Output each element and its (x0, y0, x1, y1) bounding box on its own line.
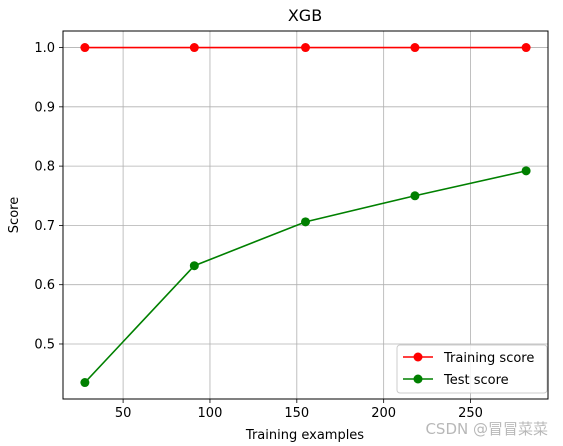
y-tick-label: 0.6 (34, 278, 55, 293)
legend-label-test: Test score (443, 373, 509, 388)
series-layer (80, 43, 531, 388)
data-point-training-score (410, 43, 420, 53)
legend-label-training: Training score (443, 351, 534, 366)
data-point-training-score (80, 43, 90, 53)
legend: Training score Test score (396, 344, 548, 394)
legend-box (396, 344, 548, 394)
data-point-training-score (301, 43, 310, 53)
plot-frame (62, 30, 549, 400)
x-tick-label: 50 (115, 406, 132, 421)
data-point-training-score (189, 43, 199, 53)
y-axis-label: Score (7, 197, 22, 233)
y-tick-label: 1.0 (34, 41, 55, 56)
x-tick-label: 250 (458, 406, 483, 421)
legend-marker-test (413, 374, 423, 384)
x-tick-label: 150 (284, 406, 309, 421)
x-axis-label: Training examples (245, 428, 364, 443)
data-point-test-score (301, 217, 310, 227)
ticks: 50 100 150 200 250 0.5 0.6 0.7 0.8 0.9 1.0 (34, 41, 483, 421)
x-tick-label: 200 (371, 406, 396, 421)
x-tick-label: 100 (198, 406, 223, 421)
grid-lines (63, 31, 548, 399)
data-point-test-score (410, 191, 420, 201)
data-point-test-score (189, 261, 199, 271)
data-point-test-score (521, 166, 531, 176)
legend-marker-training (413, 352, 423, 362)
data-point-test-score (80, 378, 90, 388)
watermark: CSDN @冒冒菜菜 (425, 420, 548, 438)
chart-title: XGB (288, 6, 322, 25)
y-tick-label: 0.8 (34, 160, 55, 175)
y-tick-label: 0.5 (34, 337, 55, 352)
y-tick-label: 0.9 (34, 100, 55, 115)
data-point-training-score (521, 43, 531, 53)
y-tick-label: 0.7 (34, 219, 55, 234)
